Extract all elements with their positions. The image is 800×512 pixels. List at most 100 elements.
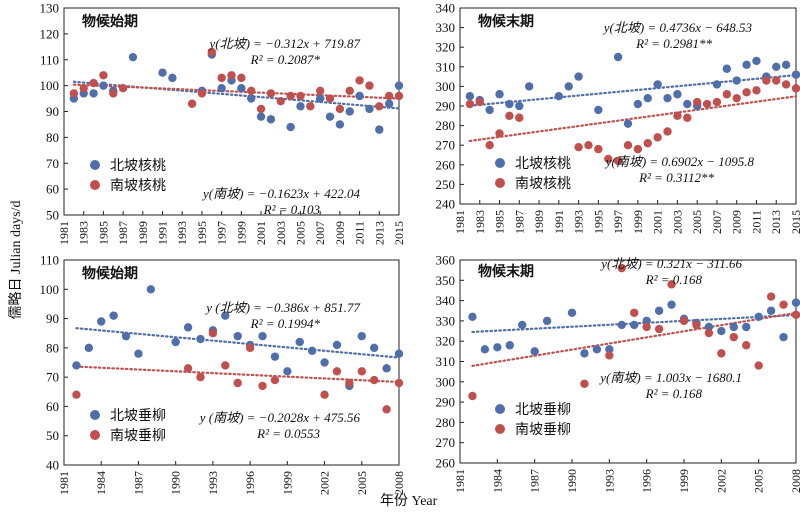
south-slope-point: [505, 111, 514, 121]
shared-y-axis-label: 儒略日 Julian days/d: [8, 201, 24, 320]
regression-equation: y(南坡) = 1.003x − 1680.1: [598, 370, 742, 385]
y-tick-label: 320: [436, 334, 456, 349]
x-tick-label: 1981: [57, 471, 71, 495]
x-tick-label: 1981: [57, 221, 71, 245]
x-tick-label: 2011: [353, 221, 367, 245]
north-slope-point: [722, 64, 732, 73]
regression-equation: y (北坡) = −0.386x + 851.77: [204, 300, 360, 315]
trendline: [468, 73, 798, 107]
x-tick-label: 1995: [195, 221, 209, 245]
south-slope-point: [196, 372, 205, 382]
x-tick-label: 2008: [392, 471, 406, 495]
regression-equation: y(南坡) = 0.6902x − 1095.8: [604, 154, 755, 169]
x-tick-label: 2003: [274, 221, 288, 245]
south-slope-point: [69, 89, 79, 98]
legend-marker: [90, 160, 100, 170]
south-slope-point: [791, 84, 800, 93]
x-tick-label: 1993: [572, 210, 586, 234]
south-slope-point: [712, 97, 722, 107]
x-tick-label: 2005: [690, 210, 704, 234]
north-slope-point: [574, 72, 583, 81]
north-slope-point: [134, 349, 143, 358]
south-slope-point: [394, 91, 404, 101]
x-tick-label: 2003: [670, 210, 684, 234]
north-slope-point: [369, 343, 379, 353]
south-slope-point: [237, 73, 246, 83]
north-slope-point: [683, 99, 692, 109]
south-slope-point: [394, 378, 404, 388]
y-tick-label: 60: [46, 182, 59, 197]
y-tick-label: 70: [46, 370, 59, 385]
r-squared-label: R² = 0.103: [263, 202, 321, 217]
north-slope-point: [554, 92, 564, 101]
legend-marker: [90, 180, 100, 190]
north-slope-point: [270, 352, 280, 361]
north-slope-point: [567, 308, 577, 317]
south-slope-point: [630, 308, 639, 317]
south-slope-point: [475, 97, 484, 107]
y-tick-label: 50: [46, 208, 59, 223]
r-squared-label: R² = 0.1994*: [250, 316, 321, 331]
north-slope-point: [742, 60, 751, 70]
south-slope-point: [369, 375, 379, 385]
south-slope-point: [754, 361, 763, 370]
north-slope-point: [779, 332, 788, 342]
south-slope-point: [325, 94, 335, 103]
south-slope-point: [679, 316, 689, 326]
south-slope-point: [118, 84, 128, 93]
south-slope-point: [286, 91, 295, 101]
x-tick-label: 1987: [512, 210, 526, 234]
north-slope-point: [530, 347, 539, 356]
legend-label: 南坡垂柳: [515, 421, 571, 438]
north-slope-point: [480, 345, 490, 354]
regression-equation: y(北坡) = 0.321x − 311.66: [599, 256, 742, 271]
south-slope-point: [345, 86, 354, 96]
north-slope-point: [643, 93, 652, 103]
x-tick-label: 1999: [677, 469, 691, 493]
south-slope-point: [315, 86, 325, 96]
y-tick-label: 340: [436, 293, 456, 308]
south-slope-point: [654, 324, 664, 334]
north-slope-point: [592, 345, 602, 354]
y-tick-label: 320: [436, 40, 456, 55]
y-tick-label: 360: [436, 253, 456, 268]
south-slope-point: [221, 361, 230, 370]
x-tick-label: 1997: [611, 210, 625, 234]
north-slope-point: [315, 94, 325, 103]
north-slope-point: [642, 316, 651, 326]
x-tick-label: 1990: [169, 471, 183, 495]
north-slope-point: [465, 92, 475, 101]
r-squared-label: R² = 0.2087*: [250, 52, 321, 67]
x-tick-label: 2013: [372, 221, 386, 245]
x-tick-label: 1985: [96, 221, 110, 245]
south-slope-point: [766, 292, 776, 301]
x-tick-label: 1983: [473, 210, 487, 234]
south-slope-point: [781, 80, 791, 89]
north-slope-point: [196, 334, 205, 344]
north-slope-point: [781, 60, 791, 70]
south-slope-point: [256, 104, 266, 114]
x-tick-label: 1999: [280, 471, 294, 495]
south-slope-point: [722, 90, 732, 99]
north-slope-point: [221, 311, 230, 320]
x-tick-label: 1981: [453, 210, 467, 234]
north-slope-point: [791, 70, 800, 79]
y-tick-label: 330: [436, 20, 456, 35]
x-tick-label: 1985: [493, 210, 507, 234]
north-slope-point: [617, 320, 626, 330]
north-slope-point: [325, 112, 335, 121]
x-tick-label: 1990: [565, 469, 579, 493]
x-tick-label: 2008: [789, 469, 800, 493]
north-slope-point: [564, 82, 573, 91]
y-tick-label: 280: [436, 415, 456, 430]
north-slope-point: [335, 120, 345, 129]
y-tick-label: 100: [40, 282, 60, 297]
south-slope-point: [663, 127, 672, 136]
south-slope-point: [375, 102, 384, 111]
legend-label: 北坡垂柳: [515, 401, 571, 418]
y-tick-label: 290: [436, 395, 456, 410]
x-tick-label: 1987: [116, 221, 130, 245]
chart-panel-2: 240 250 260 270 280 290 300 310 320 330 340 1981 198…: [436, 1, 800, 234]
y-tick-label: 80: [46, 340, 59, 355]
